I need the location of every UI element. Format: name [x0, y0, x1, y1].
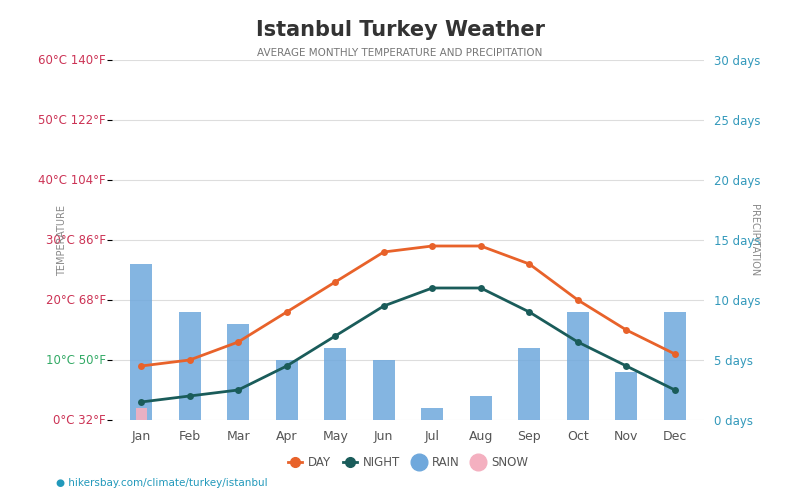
Text: 0°C 32°F: 0°C 32°F — [54, 414, 106, 426]
Bar — [664, 312, 686, 420]
Bar — [324, 348, 346, 420]
Bar — [373, 360, 394, 420]
Bar — [470, 396, 492, 420]
Text: 20°C 68°F: 20°C 68°F — [46, 294, 106, 306]
Text: PRECIPITATION: PRECIPITATION — [750, 204, 759, 276]
Text: 60°C 140°F: 60°C 140°F — [38, 54, 106, 66]
Bar — [227, 324, 249, 420]
Bar — [136, 408, 146, 420]
Bar — [178, 312, 201, 420]
Legend: DAY, NIGHT, RAIN, SNOW: DAY, NIGHT, RAIN, SNOW — [283, 451, 533, 473]
Text: ● hikersbay.com/climate/turkey/istanbul: ● hikersbay.com/climate/turkey/istanbul — [56, 478, 268, 488]
Text: Istanbul Turkey Weather: Istanbul Turkey Weather — [255, 20, 545, 40]
Bar — [276, 360, 298, 420]
Bar — [422, 408, 443, 420]
Bar — [130, 264, 152, 420]
Text: 50°C 122°F: 50°C 122°F — [38, 114, 106, 126]
Bar — [615, 372, 638, 420]
Text: 10°C 50°F: 10°C 50°F — [46, 354, 106, 366]
Text: TEMPERATURE: TEMPERATURE — [57, 204, 66, 276]
Text: 40°C 104°F: 40°C 104°F — [38, 174, 106, 186]
Text: AVERAGE MONTHLY TEMPERATURE AND PRECIPITATION: AVERAGE MONTHLY TEMPERATURE AND PRECIPIT… — [258, 48, 542, 58]
Bar — [567, 312, 589, 420]
Bar — [518, 348, 540, 420]
Text: 30°C 86°F: 30°C 86°F — [46, 234, 106, 246]
